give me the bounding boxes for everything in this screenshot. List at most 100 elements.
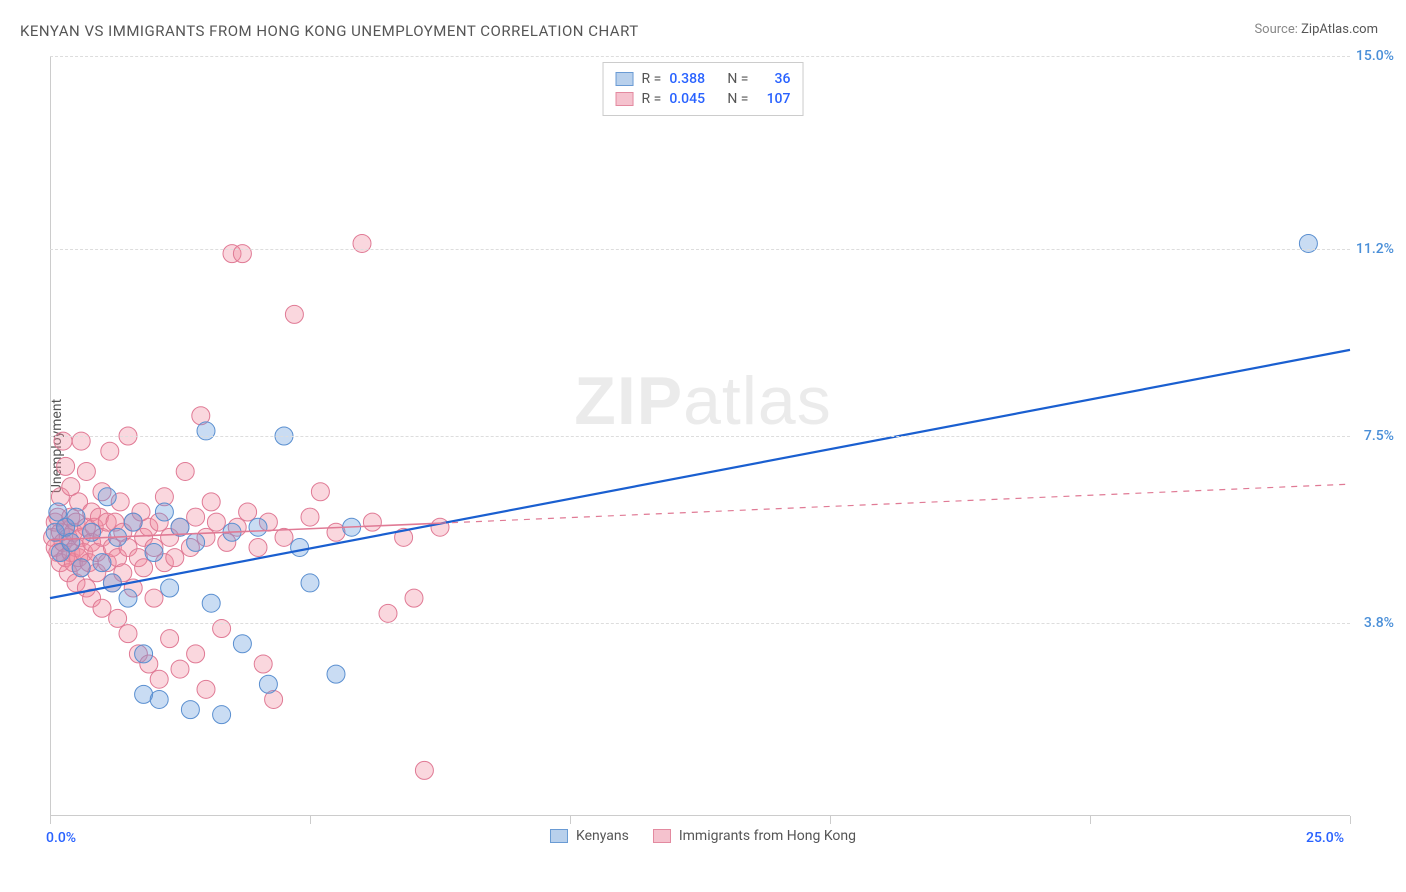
data-point (353, 234, 371, 252)
legend-n-value: 107 (756, 91, 790, 107)
xtick (830, 816, 831, 824)
data-point (415, 761, 433, 779)
data-point (233, 245, 251, 263)
source-label: Source: (1254, 22, 1297, 37)
data-point (150, 690, 168, 708)
data-point (135, 645, 153, 663)
data-point (57, 457, 75, 475)
data-point (213, 620, 231, 638)
chart-title: KENYAN VS IMMIGRANTS FROM HONG KONG UNEM… (20, 22, 639, 40)
data-point (363, 513, 381, 531)
data-point (72, 432, 90, 450)
data-point (67, 508, 85, 526)
data-point (197, 422, 215, 440)
data-point (124, 513, 142, 531)
ytick-label: 3.8% (1364, 615, 1394, 631)
data-point (54, 432, 72, 450)
data-point (249, 538, 267, 556)
legend-swatch (550, 829, 568, 843)
xtick-label: 25.0% (1306, 830, 1344, 846)
data-point (187, 533, 205, 551)
data-point (101, 442, 119, 460)
data-point (207, 513, 225, 531)
data-point (197, 680, 215, 698)
data-point (119, 625, 137, 643)
legend-bottom: Kenyans Immigrants from Hong Kong (550, 828, 856, 844)
gridline (50, 623, 1350, 624)
data-point (311, 483, 329, 501)
data-point (405, 589, 423, 607)
gridline (50, 249, 1350, 250)
gridline (50, 56, 1350, 57)
legend-r-label: R = (642, 71, 662, 87)
data-point (171, 660, 189, 678)
xtick (50, 816, 51, 824)
data-point (202, 493, 220, 511)
xtick (310, 816, 311, 824)
source-value: ZipAtlas.com (1301, 22, 1378, 37)
data-point (239, 503, 257, 521)
data-point (77, 462, 95, 480)
data-point (301, 574, 319, 592)
legend-r-value: 0.388 (669, 71, 719, 87)
data-point (275, 528, 293, 546)
data-point (233, 635, 251, 653)
ytick-label: 7.5% (1364, 428, 1394, 444)
data-point (254, 655, 272, 673)
legend-top-row: R = 0.045 N = 107 (616, 89, 791, 109)
legend-top: R = 0.388 N = 36 R = 0.045 N = 107 (603, 62, 804, 116)
legend-swatch (653, 829, 671, 843)
data-point (176, 462, 194, 480)
legend-label: Immigrants from Hong Kong (679, 828, 856, 844)
legend-n-value: 36 (756, 71, 790, 87)
trend-line-dashed (440, 484, 1350, 523)
data-point (119, 589, 137, 607)
legend-label: Kenyans (576, 828, 629, 844)
xtick (1090, 816, 1091, 824)
legend-bottom-item: Kenyans (550, 828, 629, 844)
gridline (50, 436, 1350, 437)
data-point (62, 533, 80, 551)
data-point (145, 544, 163, 562)
legend-bottom-item: Immigrants from Hong Kong (653, 828, 856, 844)
data-point (259, 675, 277, 693)
source-attribution: Source: ZipAtlas.com (1254, 22, 1378, 37)
data-point (98, 488, 116, 506)
xtick (1350, 816, 1351, 824)
data-point (166, 549, 184, 567)
legend-r-value: 0.045 (669, 91, 719, 107)
data-point (155, 503, 173, 521)
data-point (161, 630, 179, 648)
data-point (150, 670, 168, 688)
ytick-label: 15.0% (1356, 48, 1394, 64)
data-point (187, 508, 205, 526)
data-point (135, 559, 153, 577)
data-point (103, 574, 121, 592)
xtick (570, 816, 571, 824)
xtick-label: 0.0% (46, 830, 76, 846)
legend-r-label: R = (642, 91, 662, 107)
data-point (249, 518, 267, 536)
data-point (431, 518, 449, 536)
data-point (285, 305, 303, 323)
data-point (72, 559, 90, 577)
data-point (161, 579, 179, 597)
data-point (93, 554, 111, 572)
legend-n-label: N = (727, 91, 748, 107)
legend-swatch (616, 92, 634, 106)
data-point (109, 609, 127, 627)
data-point (327, 665, 345, 683)
data-point (1299, 234, 1317, 252)
data-point (93, 599, 111, 617)
data-point (213, 706, 231, 724)
data-point (187, 645, 205, 663)
data-point (145, 589, 163, 607)
trend-line (50, 350, 1350, 598)
ytick-label: 11.2% (1356, 241, 1394, 257)
data-point (181, 701, 199, 719)
data-point (202, 594, 220, 612)
data-point (301, 508, 319, 526)
legend-swatch (616, 72, 634, 86)
data-point (291, 538, 309, 556)
data-point (379, 604, 397, 622)
